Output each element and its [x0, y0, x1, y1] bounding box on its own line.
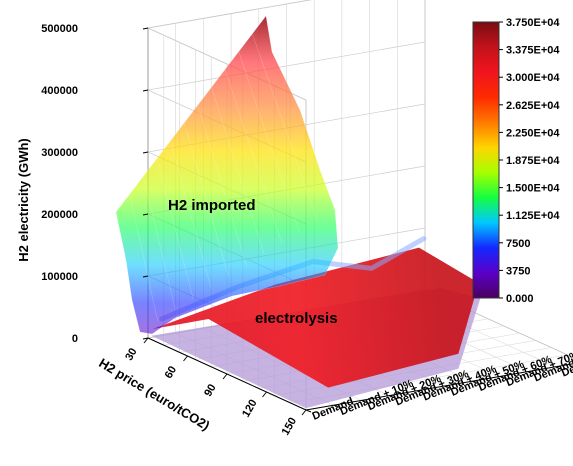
annotation-electrolysis: electrolysis — [255, 310, 338, 327]
z-tick-mark — [142, 337, 149, 340]
z-axis-ticks: 0 100000 200000 300000 400000 500000 — [41, 23, 149, 345]
z-tick-mark — [142, 213, 149, 216]
z-tick-mark — [142, 275, 149, 278]
y-tick-mark — [388, 395, 395, 399]
colorbar-tick-label: 1.875E+04 — [506, 155, 560, 167]
z-tick-label: 300000 — [41, 147, 78, 159]
surfaces — [115, 15, 481, 409]
y-tick-mark — [333, 404, 339, 408]
colorbar-tick-label: 3.750E+04 — [506, 17, 560, 29]
surface-mesh-line — [129, 194, 158, 321]
surface-mesh-line — [183, 122, 229, 277]
colorbar-tick-label: 3750 — [506, 265, 530, 277]
surface-mesh-line — [197, 105, 247, 266]
z-tick-label: 200000 — [41, 209, 78, 221]
z-tick-label: 400000 — [41, 85, 78, 97]
colorbar-tick-label: 3.375E+04 — [506, 45, 560, 57]
z-tick-mark — [142, 89, 149, 92]
z-tick-mark — [142, 151, 149, 154]
y-tick-mark — [499, 375, 506, 379]
z-tick-label: 500000 — [41, 23, 78, 35]
x-tick-mark — [143, 337, 149, 344]
surface-mesh-line — [143, 176, 176, 310]
x-tick-label: 30 — [123, 346, 140, 363]
y-tick-mark — [472, 380, 478, 384]
surface-mesh-line — [238, 51, 300, 233]
colorbar-tick-label: 3.000E+04 — [506, 72, 560, 84]
colorbar-tick-label: 2.625E+04 — [506, 100, 560, 112]
z-axis-label: H2 electricity (GWh) — [16, 138, 31, 262]
z-tick-label: 100000 — [41, 271, 78, 283]
x-tick-mark — [301, 409, 307, 416]
y-tick-mark — [444, 385, 450, 389]
surface-mesh-line — [170, 140, 212, 288]
surface-mesh-line — [252, 33, 318, 222]
y-tick-mark — [416, 390, 422, 394]
colorbar-tick-label: 1.125E+04 — [506, 210, 560, 222]
x-tick-mark — [222, 373, 228, 380]
z-tick-label: 0 — [72, 333, 78, 345]
colorbar-tick-label: 1.500E+04 — [506, 183, 560, 195]
colorbar-tick-label: 7500 — [506, 238, 530, 250]
y-tick-mark — [305, 409, 312, 413]
x-tick-mark — [183, 355, 188, 362]
colorbar: 3.750E+04 3.375E+04 3.000E+04 2.625E+04 2.25… — [472, 17, 560, 305]
x-tick-mark — [262, 391, 267, 398]
y-tick-mark — [361, 399, 367, 403]
x-tick-label: 60 — [163, 364, 180, 381]
x-tick-label: 150 — [280, 416, 300, 438]
x-tick-label: 90 — [202, 382, 219, 399]
electrolysis-surface — [152, 247, 479, 388]
colorbar-tick-label: 2.250E+04 — [506, 127, 560, 139]
z-tick-mark — [142, 27, 149, 30]
surface-mesh-line — [224, 69, 283, 244]
y-tick-mark — [527, 371, 533, 375]
surface-mesh-line — [156, 158, 194, 299]
x-axis-label: H2 price (euro/tCO2) — [96, 355, 212, 433]
colorbar-bar — [472, 21, 500, 299]
annotation-h2-imported: H2 imported — [168, 197, 256, 214]
y-tick-mark — [555, 366, 561, 370]
x-tick-label: 120 — [240, 398, 260, 420]
surface-mesh-line — [211, 87, 265, 255]
h2-imported-surface — [115, 15, 339, 335]
colorbar-tick-label: 0.000 — [506, 293, 534, 305]
